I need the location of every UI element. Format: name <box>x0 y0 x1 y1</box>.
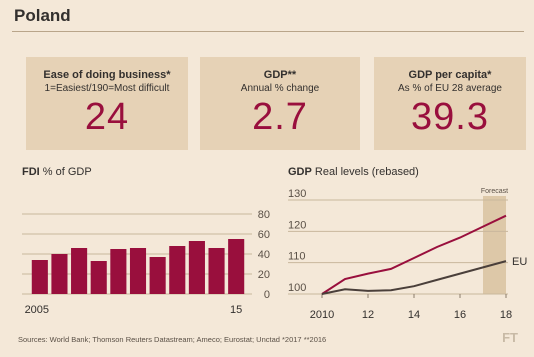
gdp-title-bold: GDP <box>288 166 312 178</box>
kpi-ease-of-business: Ease of doing business* 1=Easiest/190=Mo… <box>26 57 188 150</box>
title-rule <box>12 31 524 32</box>
gdp-x-tick-label: 16 <box>454 309 466 321</box>
poland-gdp-line <box>321 214 507 295</box>
fdi-bar <box>228 239 245 294</box>
fdi-y-tick-label: 80 <box>258 209 270 221</box>
fdi-y-tick-label: 60 <box>258 229 270 241</box>
fdi-y-tick-label: 20 <box>258 269 270 281</box>
fdi-bar <box>90 261 107 294</box>
kpi-value: 24 <box>84 96 130 138</box>
fdi-bar <box>71 248 88 294</box>
gdp-x-tick-label: 2010 <box>310 309 334 321</box>
ft-logo: FT <box>502 330 518 345</box>
kpi-subtitle: 1=Easiest/190=Most difficult <box>44 83 170 94</box>
eu-series-label: EU <box>512 256 527 268</box>
gdp-x-tick-label: 18 <box>500 309 512 321</box>
page-title: Poland <box>14 6 71 25</box>
fdi-bar <box>169 246 186 294</box>
fdi-bar <box>149 257 166 294</box>
kpi-title: GDP** <box>263 69 297 81</box>
fdi-x-tick-label: 2005 <box>25 304 49 316</box>
kpi-value: 2.7 <box>252 96 308 138</box>
gdp-title-rest: Real levels (rebased) <box>311 166 419 178</box>
source-note: Sources: World Bank; Thomson Reuters Dat… <box>18 335 327 344</box>
kpi-gdp-growth: GDP** Annual % change 2.7 <box>200 57 360 150</box>
kpi-value: 39.3 <box>411 96 489 138</box>
gdp-x-tick-label: 14 <box>408 309 420 321</box>
fdi-title-rest: % of GDP <box>39 166 92 178</box>
fdi-bar <box>188 241 205 294</box>
gdp-y-tick-label: 110 <box>288 251 306 263</box>
kpi-title: Ease of doing business* <box>43 69 171 81</box>
fdi-bar <box>51 254 68 294</box>
fdi-y-tick-label: 40 <box>258 249 270 261</box>
gdp-y-tick-label: 130 <box>288 188 306 200</box>
gdp-y-tick-label: 120 <box>288 219 306 231</box>
forecast-label: Forecast <box>481 188 508 195</box>
kpi-title: GDP per capita* <box>408 69 492 81</box>
gdp-y-tick-label: 100 <box>288 282 306 294</box>
gdp-x-tick-label: 12 <box>362 309 374 321</box>
fdi-x-tick-label: 15 <box>230 304 242 316</box>
fdi-bar <box>31 260 48 294</box>
fdi-bar <box>110 249 127 294</box>
kpi-subtitle: Annual % change <box>240 83 320 94</box>
gdp-chart-title: GDP Real levels (rebased) <box>288 166 419 178</box>
forecast-band <box>483 196 506 294</box>
eu-gdp-line <box>321 260 507 295</box>
fdi-chart-title: FDI % of GDP <box>22 166 92 178</box>
kpi-subtitle: As % of EU 28 average <box>398 83 502 94</box>
kpi-gdp-per-capita: GDP per capita* As % of EU 28 average 39… <box>374 57 526 150</box>
fdi-y-tick-label: 0 <box>264 289 270 301</box>
fdi-bar <box>129 248 147 294</box>
fdi-title-bold: FDI <box>22 166 40 178</box>
fdi-bar <box>208 248 225 294</box>
